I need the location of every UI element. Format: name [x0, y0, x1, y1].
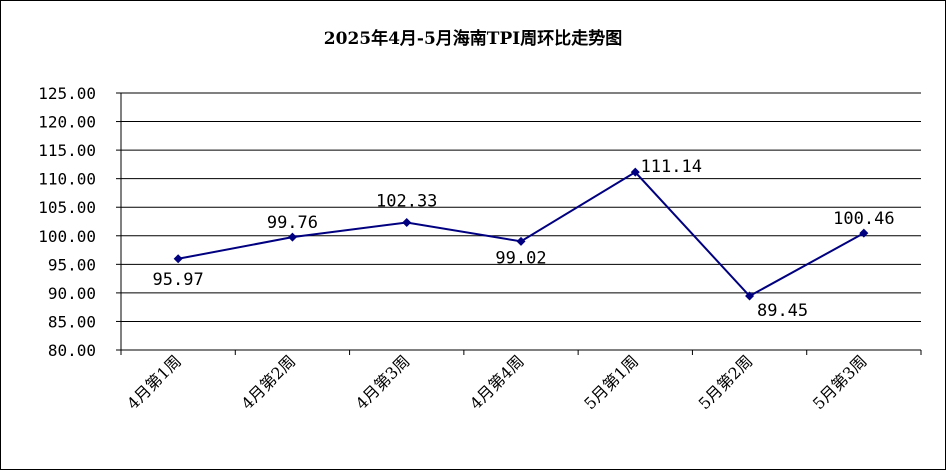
series-line: [173, 167, 869, 301]
x-tick-label: 5月第2周: [695, 351, 757, 413]
data-point: [630, 167, 640, 177]
y-tick-label: 90.00: [48, 284, 96, 303]
y-tick-label: 105.00: [38, 198, 96, 217]
y-tick-label: 110.00: [38, 170, 96, 189]
data-label: 111.14: [641, 157, 702, 177]
data-point: [516, 236, 526, 246]
y-tick-label: 100.00: [38, 227, 96, 246]
x-tick-label: 4月第2周: [237, 351, 299, 413]
y-tick-label: 125.00: [38, 84, 96, 103]
x-tick-label: 4月第4周: [466, 351, 528, 413]
data-label: 100.46: [833, 209, 894, 229]
data-label: 95.97: [153, 270, 204, 290]
y-axis-ticks: 80.00 85.00 90.00 95.00 100.00 105.00 110.00 11…: [38, 84, 121, 360]
x-tick-label: 4月第3周: [352, 351, 414, 413]
x-tick-label: 4月第1周: [123, 351, 185, 413]
data-point: [173, 254, 183, 264]
y-tick-label: 95.00: [48, 255, 96, 274]
data-point: [859, 228, 869, 238]
series-polyline: [177, 170, 865, 298]
data-label: 99.02: [495, 248, 546, 268]
data-label: 89.45: [757, 301, 808, 321]
y-tick-label: 115.00: [38, 141, 96, 160]
axes: [120, 93, 921, 351]
x-tick-label: 5月第1周: [580, 351, 642, 413]
y-tick-label: 120.00: [38, 113, 96, 132]
data-label: 99.76: [267, 213, 318, 233]
x-axis-ticks: 4月第1周 4月第2周 4月第3周 4月第4周 5月第1周 5月第2周 5月第3周: [120, 350, 922, 413]
data-labels: 95.97 99.76 102.33 99.02 111.14 89.45 100.46: [153, 157, 895, 321]
y-tick-label: 85.00: [48, 312, 96, 331]
chart-title: 2025年4月-5月海南TPI周环比走势图: [323, 29, 623, 49]
gridlines: [121, 92, 921, 322]
x-tick-label: 5月第3周: [809, 351, 871, 413]
y-tick-label: 80.00: [48, 341, 96, 360]
data-point: [402, 217, 412, 227]
data-point: [287, 232, 297, 242]
data-label: 102.33: [376, 191, 437, 211]
data-point: [745, 291, 755, 301]
